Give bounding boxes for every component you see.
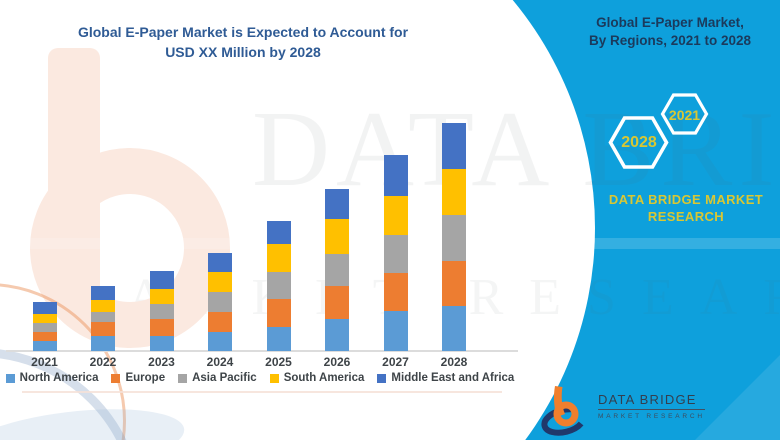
bar-2025 [266, 221, 291, 351]
brand-text: DATA BRIDGE MARKET RESEARCH [588, 191, 780, 225]
legend-swatch [377, 373, 387, 383]
bar-segment-2024-north-america [208, 332, 232, 351]
chart-legend: North America Europe Asia Pacific South Ame… [4, 372, 516, 384]
hexagon-2021-outline [660, 93, 709, 135]
legend-label: South America [283, 372, 365, 384]
chart-title-line2: USD XX Million by 2028 [165, 44, 321, 60]
bar-2027 [383, 155, 408, 351]
logo-text: DATA BRIDGE MARKET RESEARCH [598, 384, 705, 420]
logo-name: DATA BRIDGE [598, 392, 705, 410]
hexagon-2028-outline [608, 116, 669, 169]
panel-title: Global E-Paper Market, By Regions, 2021 … [560, 14, 780, 50]
chart-title: Global E-Paper Market is Expected to Acc… [18, 22, 468, 62]
bar-segment-2021-middle-east-and-africa [32, 302, 57, 314]
bar-segment-2027-north-america [383, 311, 408, 351]
hexagon-2028-label: 2028 [621, 134, 657, 151]
bar-segment-2023-asia-pacific [149, 304, 174, 319]
bar-segment-2024-asia-pacific [208, 292, 232, 312]
bar-segment-2021-asia-pacific [32, 323, 57, 332]
bar-segment-2025-middle-east-and-africa [266, 221, 291, 244]
bar-2024 [208, 253, 232, 351]
bar-segment-2022-asia-pacific [91, 312, 115, 322]
bar-segment-2025-europe [266, 299, 291, 327]
bar-segment-2022-middle-east-and-africa [91, 286, 115, 300]
data-bridge-logo: DATA BRIDGE MARKET RESEARCH [540, 384, 705, 436]
bar-segment-2025-asia-pacific [266, 272, 291, 299]
bar-segment-2027-south-america [383, 196, 408, 235]
brand-text-line1: DATA BRIDGE MARKET [608, 192, 764, 207]
legend-label: Europe [125, 372, 166, 384]
bar-2026 [325, 188, 349, 351]
bar-segment-2023-south-america [149, 289, 174, 304]
panel-title-line1: Global E-Paper Market, [596, 15, 744, 30]
bar-segment-2028-middle-east-and-africa [442, 122, 466, 169]
x-axis-line [6, 350, 518, 352]
bar-segment-2026-north-america [325, 319, 349, 351]
x-tick-label-2028: 2028 [440, 355, 468, 369]
x-tick-label-2021: 2021 [31, 355, 58, 369]
x-tick-label-2024: 2024 [206, 355, 234, 369]
bar-segment-2028-north-america [442, 306, 466, 351]
bar-segment-2025-south-america [266, 244, 291, 272]
bar-segment-2024-middle-east-and-africa [208, 253, 232, 272]
chart-title-line1: Global E-Paper Market is Expected to Acc… [77, 24, 409, 40]
hexagon-2021-label: 2021 [668, 107, 701, 123]
bar-segment-2025-north-america [266, 327, 291, 351]
bar-segment-2022-europe [91, 322, 115, 336]
legend-swatch [111, 373, 121, 383]
bar-segment-2026-south-america [325, 219, 349, 254]
legend-label: North America [19, 372, 99, 384]
bar-2022 [91, 286, 115, 351]
x-tick-label-2027: 2027 [382, 355, 409, 369]
legend-item-middle-east-and-africa: Middle East and Africa [377, 372, 514, 384]
bar-segment-2022-south-america [91, 299, 115, 312]
logo-tagline: MARKET RESEARCH [598, 413, 705, 420]
x-tick-label-2025: 2025 [265, 355, 292, 369]
bar-segment-2026-middle-east-and-africa [325, 188, 349, 219]
legend-item-asia-pacific: Asia Pacific [178, 372, 257, 384]
legend-swatch [269, 373, 279, 383]
bar-2028 [442, 122, 466, 351]
bar-segment-2021-south-america [32, 314, 57, 323]
x-tick-label-2026: 2026 [323, 355, 351, 369]
x-tick-label-2022: 2022 [89, 355, 117, 369]
faint-divider-line [22, 391, 502, 393]
panel-title-line2: By Regions, 2021 to 2028 [588, 33, 752, 48]
bar-segment-2021-europe [32, 332, 57, 341]
legend-label: Asia Pacific [192, 372, 257, 384]
bar-segment-2024-south-america [208, 272, 232, 292]
legend-label: Middle East and Africa [391, 372, 515, 384]
bar-segment-2023-middle-east-and-africa [149, 271, 174, 289]
legend-item-south-america: South America [269, 372, 365, 384]
bar-segment-2023-north-america [149, 335, 174, 351]
bar-segment-2024-europe [208, 312, 232, 332]
bar-segment-2021-north-america [32, 341, 57, 351]
bar-segment-2023-europe [149, 319, 174, 336]
bar-2023 [149, 271, 174, 351]
x-tick-label-2023: 2023 [148, 355, 175, 369]
legend-item-europe: Europe [111, 372, 165, 384]
legend-swatch [5, 373, 15, 383]
legend-item-north-america: North America [5, 372, 99, 384]
bar-segment-2027-middle-east-and-africa [383, 155, 408, 196]
bar-segment-2026-asia-pacific [325, 254, 349, 286]
bar-segment-2028-asia-pacific [442, 215, 466, 261]
brand-text-line2: RESEARCH [647, 209, 725, 224]
year-hexagons-graphic [608, 93, 709, 169]
bar-segment-2027-asia-pacific [383, 235, 408, 273]
bar-segment-2026-europe [325, 286, 349, 319]
bar-segment-2022-north-america [91, 335, 115, 351]
legend-swatch [178, 373, 188, 383]
bar-2021 [32, 302, 57, 351]
bar-segment-2028-europe [442, 261, 466, 306]
data-bridge-logo-icon [541, 386, 587, 436]
bar-segment-2027-europe [383, 273, 408, 311]
bar-segment-2028-south-america [442, 169, 466, 215]
